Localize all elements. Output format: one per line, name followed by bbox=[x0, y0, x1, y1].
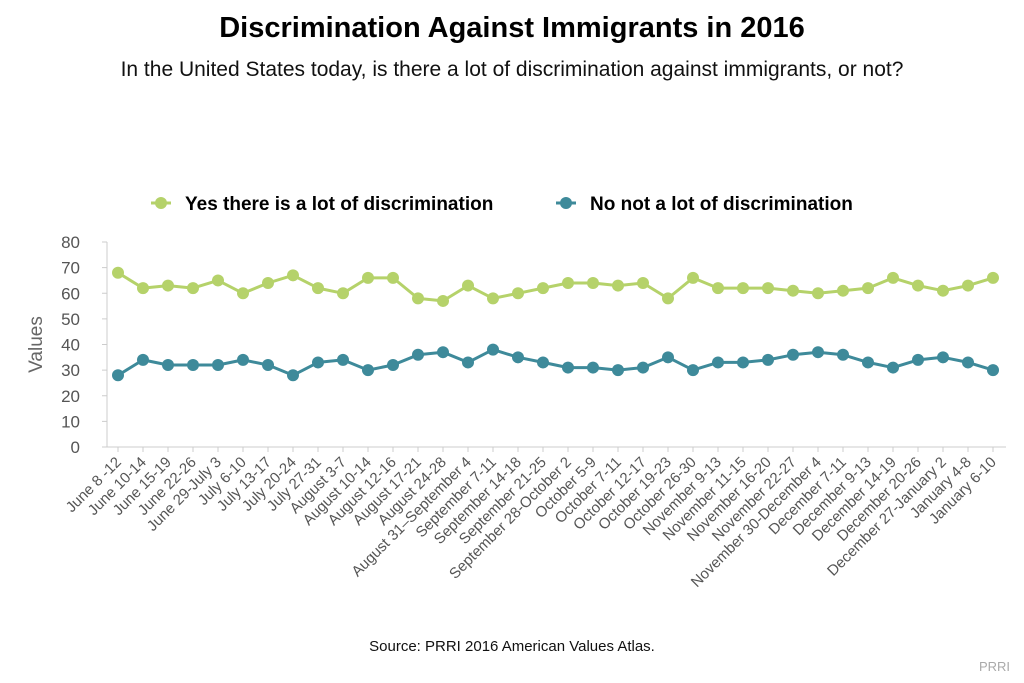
series-1-point bbox=[962, 279, 974, 292]
series-2-point bbox=[762, 353, 774, 366]
series-1-point bbox=[437, 294, 449, 307]
y-tick-label: 50 bbox=[61, 310, 80, 329]
legend-swatch-marker bbox=[155, 197, 167, 209]
series-2-point bbox=[887, 361, 899, 374]
series-2-point bbox=[787, 348, 799, 361]
series-2-point bbox=[987, 364, 999, 377]
legend-label: Yes there is a lot of discrimination bbox=[185, 194, 493, 215]
series-2-point bbox=[687, 364, 699, 377]
series-1-point bbox=[337, 287, 349, 300]
series-line-1 bbox=[117, 271, 994, 303]
series-2-point bbox=[812, 346, 824, 359]
series-1-point bbox=[937, 284, 949, 297]
series-1-point bbox=[862, 282, 874, 295]
series-2-point bbox=[487, 343, 499, 356]
y-tick-label: 0 bbox=[71, 438, 80, 457]
series-2-point bbox=[387, 359, 399, 371]
series-2-point bbox=[337, 353, 349, 366]
series-1-point bbox=[112, 266, 124, 279]
series-1-point bbox=[162, 279, 174, 292]
series-2-point bbox=[312, 356, 324, 369]
series-1-point bbox=[712, 282, 724, 295]
y-axis-title: Values bbox=[26, 316, 47, 373]
series-2-point bbox=[562, 361, 574, 374]
series-1-point bbox=[187, 282, 199, 295]
series-1-point bbox=[412, 292, 424, 305]
series-1-point bbox=[487, 292, 499, 305]
legend-label: No not a lot of discrimination bbox=[590, 194, 853, 215]
y-tick-label: 40 bbox=[61, 336, 80, 355]
series-1-point bbox=[987, 271, 999, 284]
y-tick-label: 20 bbox=[61, 387, 80, 406]
series-2-point bbox=[912, 353, 924, 366]
y-tick-label: 70 bbox=[61, 259, 80, 278]
series-1-point bbox=[362, 271, 374, 284]
series-1-point bbox=[887, 271, 899, 284]
series-1-point bbox=[687, 271, 699, 284]
series-1-point bbox=[637, 277, 649, 289]
series-1-point bbox=[212, 274, 224, 287]
series-2-point bbox=[862, 356, 874, 369]
series-2-point bbox=[412, 348, 424, 361]
series-1-point bbox=[312, 282, 324, 295]
series-2-point bbox=[937, 351, 949, 364]
series-2-point bbox=[712, 356, 724, 369]
credit-label: PRRI bbox=[978, 659, 1010, 674]
series-1-point bbox=[587, 277, 599, 289]
series-2-point bbox=[662, 351, 674, 364]
series-1-point bbox=[237, 287, 249, 300]
plot-area bbox=[112, 266, 999, 382]
series-2-point bbox=[462, 356, 474, 369]
series-2-point bbox=[112, 369, 124, 382]
series-2-point bbox=[612, 364, 624, 377]
series-1-point bbox=[537, 282, 549, 295]
series-line-2 bbox=[117, 348, 994, 377]
series-1-point bbox=[512, 287, 524, 300]
series-2-point bbox=[237, 353, 249, 366]
series-1-point bbox=[137, 282, 149, 295]
series-1-point bbox=[562, 277, 574, 289]
y-tick-label: 80 bbox=[61, 233, 80, 252]
series-2-point bbox=[287, 369, 299, 382]
source-note: Source: PRRI 2016 American Values Atlas. bbox=[369, 638, 655, 655]
series-2-point bbox=[262, 359, 274, 371]
series-1-point bbox=[287, 269, 299, 282]
series-2-point bbox=[362, 364, 374, 377]
y-tick-label: 60 bbox=[61, 284, 80, 303]
series-2-point bbox=[212, 359, 224, 371]
series-2-point bbox=[587, 361, 599, 374]
series-1-point bbox=[662, 292, 674, 305]
series-2-point bbox=[737, 356, 749, 369]
series-2-point bbox=[837, 348, 849, 361]
series-2-point bbox=[437, 346, 449, 359]
y-axis: 0 10 20 30 40 50 60 70 80 Values bbox=[26, 233, 108, 457]
series-2-point bbox=[512, 351, 524, 364]
series-2-point bbox=[637, 361, 649, 374]
series-2-point bbox=[137, 353, 149, 366]
legend-swatch-marker bbox=[560, 197, 572, 209]
y-tick-label: 10 bbox=[61, 412, 80, 431]
series-1-point bbox=[762, 282, 774, 295]
series-2-point bbox=[162, 359, 174, 371]
chart-title: Discrimination Against Immigrants in 201… bbox=[219, 12, 805, 44]
series-1-point bbox=[387, 271, 399, 284]
series-1-point bbox=[837, 284, 849, 297]
series-2-point bbox=[962, 356, 974, 369]
series-2-point bbox=[537, 356, 549, 369]
series-1-point bbox=[737, 282, 749, 295]
series-1-point bbox=[912, 279, 924, 292]
series-2-point bbox=[187, 359, 199, 371]
series-1-point bbox=[262, 277, 274, 289]
series-1-point bbox=[787, 284, 799, 297]
series-1-point bbox=[812, 287, 824, 300]
series-1-point bbox=[462, 279, 474, 292]
legend: Yes there is a lot of discrimination No n… bbox=[151, 194, 853, 215]
chart-subtitle: In the United States today, is there a l… bbox=[120, 58, 904, 81]
y-tick-label: 30 bbox=[61, 361, 80, 380]
series-1-point bbox=[612, 279, 624, 292]
